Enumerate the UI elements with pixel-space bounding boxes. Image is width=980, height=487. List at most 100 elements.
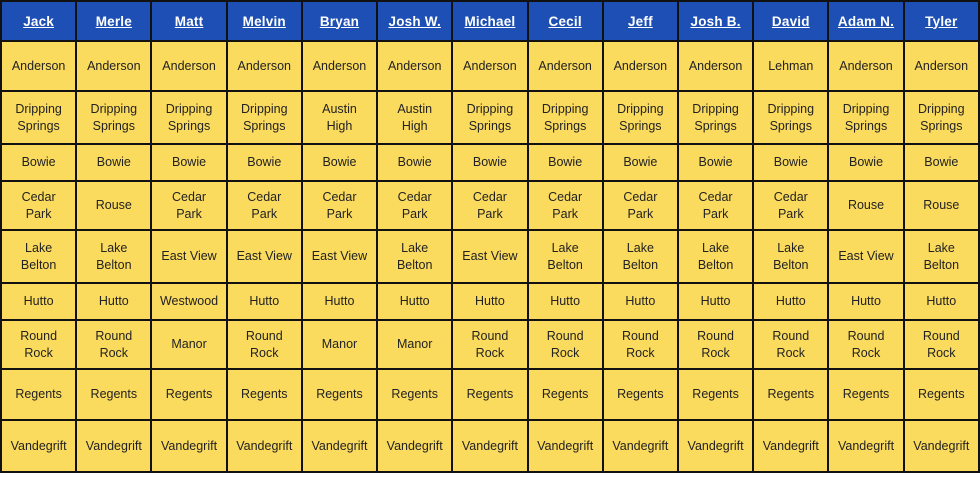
table-cell: Bowie (601, 143, 679, 182)
table-cell: Anderson (376, 40, 454, 92)
picks-table-header: Jack Merle Matt Melvin Bryan Josh W. Michael Ce… (0, 0, 980, 42)
table-row: Regents Regents Regents Regents Regents Regen… (0, 368, 980, 421)
table-row: Dripping Springs Dripping Springs Dripping… (0, 90, 980, 145)
table-cell: Dripping Springs (752, 90, 830, 145)
column-header-josh-w[interactable]: Josh W. (376, 0, 454, 42)
table-cell: Bowie (75, 143, 153, 182)
column-header-bryan[interactable]: Bryan (300, 0, 379, 42)
column-header-tyler[interactable]: Tyler (902, 0, 980, 42)
table-cell: Regents (827, 368, 905, 421)
table-cell: Lake Belton (676, 229, 755, 284)
table-cell: Regents (451, 368, 529, 421)
table-cell: East View (451, 229, 529, 284)
table-cell: Lake Belton (902, 229, 980, 284)
table-cell: Anderson (601, 40, 679, 92)
table-cell: Round Rock (526, 319, 604, 370)
table-cell: Hutto (827, 282, 905, 321)
column-header-merle[interactable]: Merle (75, 0, 153, 42)
table-cell: Vandegrift (526, 419, 604, 473)
table-cell: Dripping Springs (676, 90, 755, 145)
table-cell: Cedar Park (150, 180, 228, 231)
table-cell: Rouse (75, 180, 153, 231)
table-cell: Lake Belton (0, 229, 78, 284)
table-cell: Regents (150, 368, 228, 421)
table-cell: Cedar Park (676, 180, 755, 231)
table-cell: Anderson (451, 40, 529, 92)
column-header-jack[interactable]: Jack (0, 0, 78, 42)
table-cell: Anderson (0, 40, 78, 92)
column-header-adam-n[interactable]: Adam N. (827, 0, 905, 42)
column-header-cecil[interactable]: Cecil (526, 0, 604, 42)
table-cell: Vandegrift (676, 419, 755, 473)
table-cell: Manor (376, 319, 454, 370)
table-cell: Westwood (150, 282, 228, 321)
table-cell: Regents (526, 368, 604, 421)
table-cell: East View (225, 229, 303, 284)
table-cell: Vandegrift (376, 419, 454, 473)
table-cell: Bowie (676, 143, 755, 182)
table-cell: Bowie (827, 143, 905, 182)
table-cell: Dripping Springs (902, 90, 980, 145)
table-cell: East View (150, 229, 228, 284)
table-cell: Regents (676, 368, 755, 421)
table-cell: Hutto (752, 282, 830, 321)
table-cell: Vandegrift (752, 419, 830, 473)
table-cell: Dripping Springs (150, 90, 228, 145)
table-row: Round Rock Round Rock Manor Round Rock Manor… (0, 319, 980, 370)
table-row: Lake Belton Lake Belton East View East View… (0, 229, 980, 284)
table-cell: Manor (300, 319, 379, 370)
table-row: Anderson Anderson Anderson Anderson Anderson… (0, 40, 980, 92)
table-cell: Hutto (601, 282, 679, 321)
table-cell: Bowie (150, 143, 228, 182)
picks-table: Jack Merle Matt Melvin Bryan Josh W. Michael Ce… (0, 0, 980, 473)
table-cell: Lake Belton (376, 229, 454, 284)
table-cell: Vandegrift (451, 419, 529, 473)
table-cell: Vandegrift (150, 419, 228, 473)
picks-table-body: Anderson Anderson Anderson Anderson Anderson… (0, 40, 980, 473)
table-cell: Hutto (225, 282, 303, 321)
table-cell: Bowie (376, 143, 454, 182)
table-cell: Hutto (526, 282, 604, 321)
table-cell: Vandegrift (0, 419, 78, 473)
table-cell: Bowie (451, 143, 529, 182)
table-cell: Regents (0, 368, 78, 421)
column-header-melvin[interactable]: Melvin (225, 0, 303, 42)
column-header-david[interactable]: David (752, 0, 830, 42)
table-cell: Dripping Springs (451, 90, 529, 145)
table-cell: Bowie (0, 143, 78, 182)
table-cell: East View (300, 229, 379, 284)
table-cell: Cedar Park (225, 180, 303, 231)
table-cell: Bowie (902, 143, 980, 182)
table-cell: Cedar Park (300, 180, 379, 231)
table-cell: Cedar Park (752, 180, 830, 231)
table-cell: Regents (300, 368, 379, 421)
table-cell: Round Rock (75, 319, 153, 370)
table-cell: Regents (752, 368, 830, 421)
column-header-josh-b[interactable]: Josh B. (676, 0, 755, 42)
table-cell: Lake Belton (526, 229, 604, 284)
table-cell: Regents (601, 368, 679, 421)
table-cell: Round Rock (225, 319, 303, 370)
table-cell: Regents (376, 368, 454, 421)
table-cell: Regents (902, 368, 980, 421)
table-cell: Hutto (0, 282, 78, 321)
table-cell: Anderson (526, 40, 604, 92)
table-cell: Hutto (676, 282, 755, 321)
column-header-jeff[interactable]: Jeff (601, 0, 679, 42)
table-cell: Round Rock (451, 319, 529, 370)
column-header-michael[interactable]: Michael (451, 0, 529, 42)
table-cell: Hutto (300, 282, 379, 321)
table-cell: East View (827, 229, 905, 284)
table-cell: Vandegrift (75, 419, 153, 473)
table-cell: Anderson (827, 40, 905, 92)
table-cell: Round Rock (0, 319, 78, 370)
table-cell: Cedar Park (376, 180, 454, 231)
table-cell: Hutto (902, 282, 980, 321)
table-cell: Anderson (902, 40, 980, 92)
table-row: Cedar Park Rouse Cedar Park Cedar Park Cedar… (0, 180, 980, 231)
table-cell: Regents (75, 368, 153, 421)
column-header-matt[interactable]: Matt (150, 0, 228, 42)
table-cell: Rouse (902, 180, 980, 231)
table-cell: Dripping Springs (601, 90, 679, 145)
table-cell: Anderson (676, 40, 755, 92)
